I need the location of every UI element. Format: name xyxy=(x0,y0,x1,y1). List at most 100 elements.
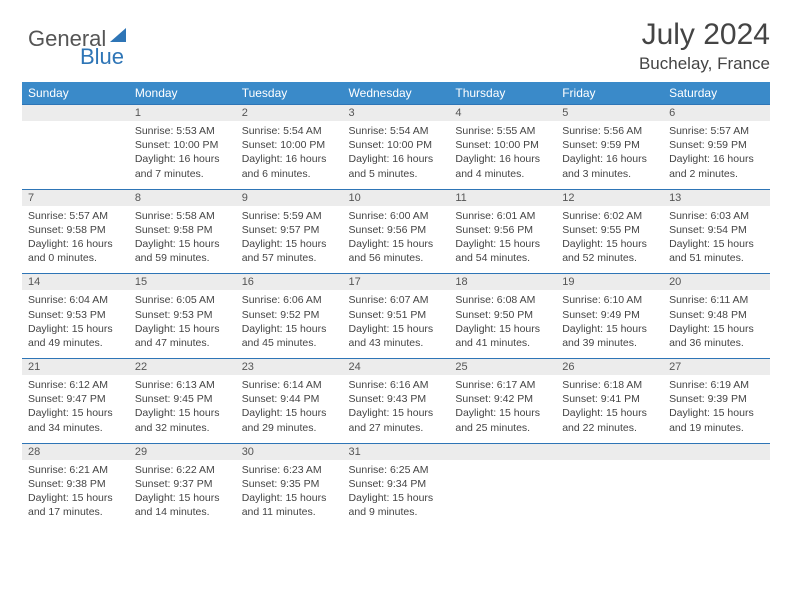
daylight-text: Daylight: 15 hours and 36 minutes. xyxy=(669,322,764,350)
day-number: 26 xyxy=(556,359,663,376)
sunset-text: Sunset: 9:52 PM xyxy=(242,308,337,322)
sunset-text: Sunset: 9:59 PM xyxy=(669,138,764,152)
sunrise-text: Sunrise: 6:00 AM xyxy=(349,209,444,223)
day-number: 20 xyxy=(663,274,770,291)
daylight-text: Daylight: 15 hours and 47 minutes. xyxy=(135,322,230,350)
sunset-text: Sunset: 10:00 PM xyxy=(135,138,230,152)
weekday-header: Thursday xyxy=(449,82,556,105)
sunset-text: Sunset: 9:54 PM xyxy=(669,223,764,237)
day-number: 8 xyxy=(129,189,236,206)
day-number: 15 xyxy=(129,274,236,291)
sunrise-text: Sunrise: 5:54 AM xyxy=(242,124,337,138)
daylight-text: Daylight: 15 hours and 39 minutes. xyxy=(562,322,657,350)
daylight-text: Daylight: 15 hours and 34 minutes. xyxy=(28,406,123,434)
day-detail: Sunrise: 5:59 AMSunset: 9:57 PMDaylight:… xyxy=(236,206,343,274)
day-number: 21 xyxy=(22,359,129,376)
day-detail: Sunrise: 6:21 AMSunset: 9:38 PMDaylight:… xyxy=(22,460,129,528)
sunrise-text: Sunrise: 5:55 AM xyxy=(455,124,550,138)
sunset-text: Sunset: 9:44 PM xyxy=(242,392,337,406)
sunrise-text: Sunrise: 6:01 AM xyxy=(455,209,550,223)
day-number: 30 xyxy=(236,443,343,460)
weekday-row: SundayMondayTuesdayWednesdayThursdayFrid… xyxy=(22,82,770,105)
day-number: 7 xyxy=(22,189,129,206)
daynum-row: 28293031 xyxy=(22,443,770,460)
day-number: 27 xyxy=(663,359,770,376)
daylight-text: Daylight: 15 hours and 17 minutes. xyxy=(28,491,123,519)
month-title: July 2024 xyxy=(639,18,770,52)
sunrise-text: Sunrise: 5:58 AM xyxy=(135,209,230,223)
day-detail xyxy=(663,460,770,528)
daynum-row: 21222324252627 xyxy=(22,359,770,376)
day-detail: Sunrise: 6:25 AMSunset: 9:34 PMDaylight:… xyxy=(343,460,450,528)
daylight-text: Daylight: 16 hours and 7 minutes. xyxy=(135,152,230,180)
weekday-header: Wednesday xyxy=(343,82,450,105)
header: General July 2024 Buchelay, France xyxy=(22,18,770,74)
day-number: 2 xyxy=(236,105,343,122)
weekday-header: Tuesday xyxy=(236,82,343,105)
daylight-text: Daylight: 16 hours and 6 minutes. xyxy=(242,152,337,180)
sunrise-text: Sunrise: 6:19 AM xyxy=(669,378,764,392)
day-detail: Sunrise: 5:55 AMSunset: 10:00 PMDaylight… xyxy=(449,121,556,189)
sunset-text: Sunset: 9:56 PM xyxy=(349,223,444,237)
sunset-text: Sunset: 9:53 PM xyxy=(28,308,123,322)
daylight-text: Daylight: 15 hours and 51 minutes. xyxy=(669,237,764,265)
daylight-text: Daylight: 15 hours and 22 minutes. xyxy=(562,406,657,434)
sunrise-text: Sunrise: 6:17 AM xyxy=(455,378,550,392)
day-detail: Sunrise: 5:54 AMSunset: 10:00 PMDaylight… xyxy=(343,121,450,189)
sunset-text: Sunset: 9:56 PM xyxy=(455,223,550,237)
sunrise-text: Sunrise: 5:59 AM xyxy=(242,209,337,223)
daynum-row: 14151617181920 xyxy=(22,274,770,291)
sunset-text: Sunset: 9:45 PM xyxy=(135,392,230,406)
location: Buchelay, France xyxy=(639,54,770,74)
day-detail: Sunrise: 5:57 AMSunset: 9:59 PMDaylight:… xyxy=(663,121,770,189)
sunrise-text: Sunrise: 6:16 AM xyxy=(349,378,444,392)
day-detail: Sunrise: 6:10 AMSunset: 9:49 PMDaylight:… xyxy=(556,290,663,358)
day-number: 14 xyxy=(22,274,129,291)
day-number: 4 xyxy=(449,105,556,122)
sunset-text: Sunset: 9:48 PM xyxy=(669,308,764,322)
day-detail: Sunrise: 6:14 AMSunset: 9:44 PMDaylight:… xyxy=(236,375,343,443)
day-number: 23 xyxy=(236,359,343,376)
day-detail: Sunrise: 5:53 AMSunset: 10:00 PMDaylight… xyxy=(129,121,236,189)
daylight-text: Daylight: 15 hours and 56 minutes. xyxy=(349,237,444,265)
day-detail: Sunrise: 6:00 AMSunset: 9:56 PMDaylight:… xyxy=(343,206,450,274)
daylight-text: Daylight: 15 hours and 54 minutes. xyxy=(455,237,550,265)
day-detail: Sunrise: 6:03 AMSunset: 9:54 PMDaylight:… xyxy=(663,206,770,274)
daylight-text: Daylight: 15 hours and 25 minutes. xyxy=(455,406,550,434)
day-number: 17 xyxy=(343,274,450,291)
sunrise-text: Sunrise: 5:57 AM xyxy=(669,124,764,138)
day-detail: Sunrise: 6:07 AMSunset: 9:51 PMDaylight:… xyxy=(343,290,450,358)
day-detail: Sunrise: 6:18 AMSunset: 9:41 PMDaylight:… xyxy=(556,375,663,443)
weekday-header: Monday xyxy=(129,82,236,105)
day-number: 22 xyxy=(129,359,236,376)
day-detail: Sunrise: 5:56 AMSunset: 9:59 PMDaylight:… xyxy=(556,121,663,189)
sunrise-text: Sunrise: 6:14 AM xyxy=(242,378,337,392)
sunset-text: Sunset: 9:35 PM xyxy=(242,477,337,491)
day-number xyxy=(449,443,556,460)
day-detail: Sunrise: 6:17 AMSunset: 9:42 PMDaylight:… xyxy=(449,375,556,443)
sunset-text: Sunset: 9:58 PM xyxy=(135,223,230,237)
daylight-text: Daylight: 16 hours and 0 minutes. xyxy=(28,237,123,265)
day-detail: Sunrise: 6:19 AMSunset: 9:39 PMDaylight:… xyxy=(663,375,770,443)
day-number: 13 xyxy=(663,189,770,206)
daylight-text: Daylight: 15 hours and 59 minutes. xyxy=(135,237,230,265)
sunset-text: Sunset: 10:00 PM xyxy=(455,138,550,152)
daylight-text: Daylight: 16 hours and 5 minutes. xyxy=(349,152,444,180)
sunrise-text: Sunrise: 6:18 AM xyxy=(562,378,657,392)
day-number: 18 xyxy=(449,274,556,291)
daylight-text: Daylight: 15 hours and 49 minutes. xyxy=(28,322,123,350)
sunset-text: Sunset: 9:55 PM xyxy=(562,223,657,237)
sunset-text: Sunset: 10:00 PM xyxy=(242,138,337,152)
sunset-text: Sunset: 9:53 PM xyxy=(135,308,230,322)
daynum-row: 123456 xyxy=(22,105,770,122)
day-detail: Sunrise: 6:22 AMSunset: 9:37 PMDaylight:… xyxy=(129,460,236,528)
sunset-text: Sunset: 9:58 PM xyxy=(28,223,123,237)
sunrise-text: Sunrise: 6:21 AM xyxy=(28,463,123,477)
daylight-text: Daylight: 15 hours and 9 minutes. xyxy=(349,491,444,519)
daylight-text: Daylight: 15 hours and 32 minutes. xyxy=(135,406,230,434)
sunrise-text: Sunrise: 5:56 AM xyxy=(562,124,657,138)
daylight-text: Daylight: 15 hours and 43 minutes. xyxy=(349,322,444,350)
day-detail xyxy=(22,121,129,189)
logo-text-2: Blue xyxy=(80,44,124,70)
sunrise-text: Sunrise: 6:10 AM xyxy=(562,293,657,307)
